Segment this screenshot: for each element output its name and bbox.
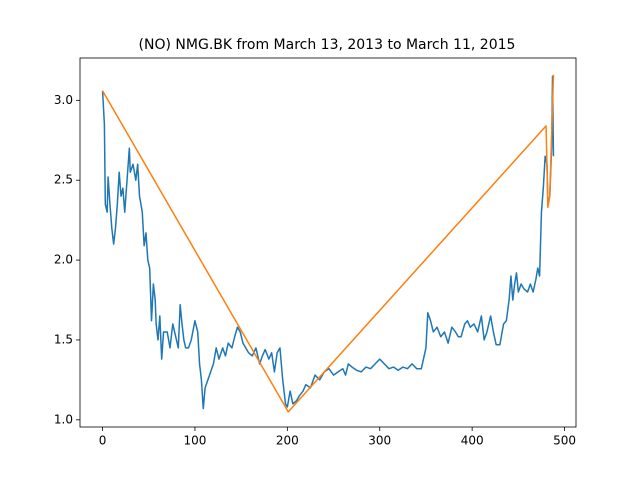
y-tick-label: 2.5 [54, 173, 73, 187]
y-tick-label: 1.0 [54, 412, 73, 426]
series-line [101, 74, 555, 413]
y-tick-label: 2.0 [54, 253, 73, 267]
x-tick-label: 200 [276, 434, 299, 448]
x-tick-label: 0 [99, 434, 107, 448]
series-line [101, 75, 555, 410]
chart-title: (NO) NMG.BK from March 13, 2013 to March… [139, 37, 516, 53]
x-tick-label: 100 [183, 434, 206, 448]
y-tick-label: 3.0 [54, 93, 73, 107]
x-tick-label: 500 [553, 434, 576, 448]
axes-frame [79, 57, 577, 428]
y-tick-label: 1.5 [54, 332, 73, 346]
x-tick-label: 300 [368, 434, 391, 448]
x-tick-label: 400 [461, 434, 484, 448]
